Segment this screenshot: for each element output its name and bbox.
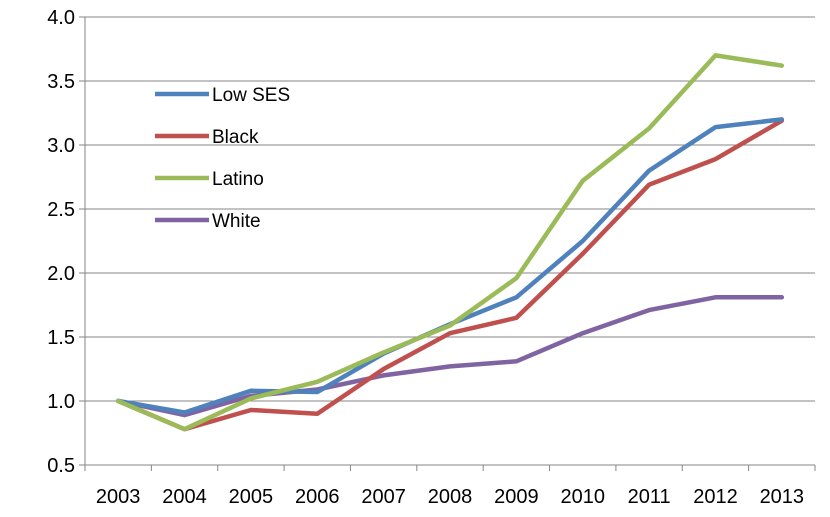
x-tick-label: 2010 xyxy=(560,486,605,508)
x-tick-label: 2007 xyxy=(361,486,406,508)
series-line-latino xyxy=(115,53,785,432)
x-tick-label: 2012 xyxy=(693,486,738,508)
y-tick-label: 1.0 xyxy=(47,391,75,413)
y-tick-label: 4.0 xyxy=(47,7,75,29)
y-tick-label: 2.0 xyxy=(47,263,75,285)
series-line-black xyxy=(115,118,785,432)
x-tick-label: 2008 xyxy=(428,486,473,508)
x-tick-label: 2011 xyxy=(628,486,671,508)
legend-label-white: White xyxy=(212,211,261,232)
y-tick-label: 0.5 xyxy=(47,455,75,477)
legend-label-latino: Latino xyxy=(212,169,264,190)
x-tick-label: 2003 xyxy=(96,486,141,508)
x-tick-label: 2013 xyxy=(760,486,805,508)
y-tick-label: 1.5 xyxy=(47,327,75,349)
legend-label-low-ses: Low SES xyxy=(212,85,290,106)
gridlines xyxy=(85,16,815,402)
series-lines xyxy=(115,53,785,432)
axes xyxy=(79,16,816,471)
x-tick-labels: 2003 2004 2005 2006 2007 2008 2009 2010 2011 2012… xyxy=(96,486,804,508)
y-tick-label: 3.0 xyxy=(47,135,75,157)
x-tick-label: 2009 xyxy=(494,486,539,508)
series-line-white xyxy=(115,295,785,418)
x-tick-label: 2004 xyxy=(162,486,207,508)
x-tick-label: 2006 xyxy=(295,486,340,508)
legend: Low SES Black Latino White xyxy=(155,85,290,232)
y-tick-label: 2.5 xyxy=(47,199,75,221)
y-tick-labels: 0.5 1.0 1.5 2.0 2.5 3.0 3.5 4.0 xyxy=(47,7,75,477)
x-tick-label: 2005 xyxy=(229,486,274,508)
legend-label-black: Black xyxy=(212,127,259,148)
y-tick-label: 3.5 xyxy=(47,71,75,93)
